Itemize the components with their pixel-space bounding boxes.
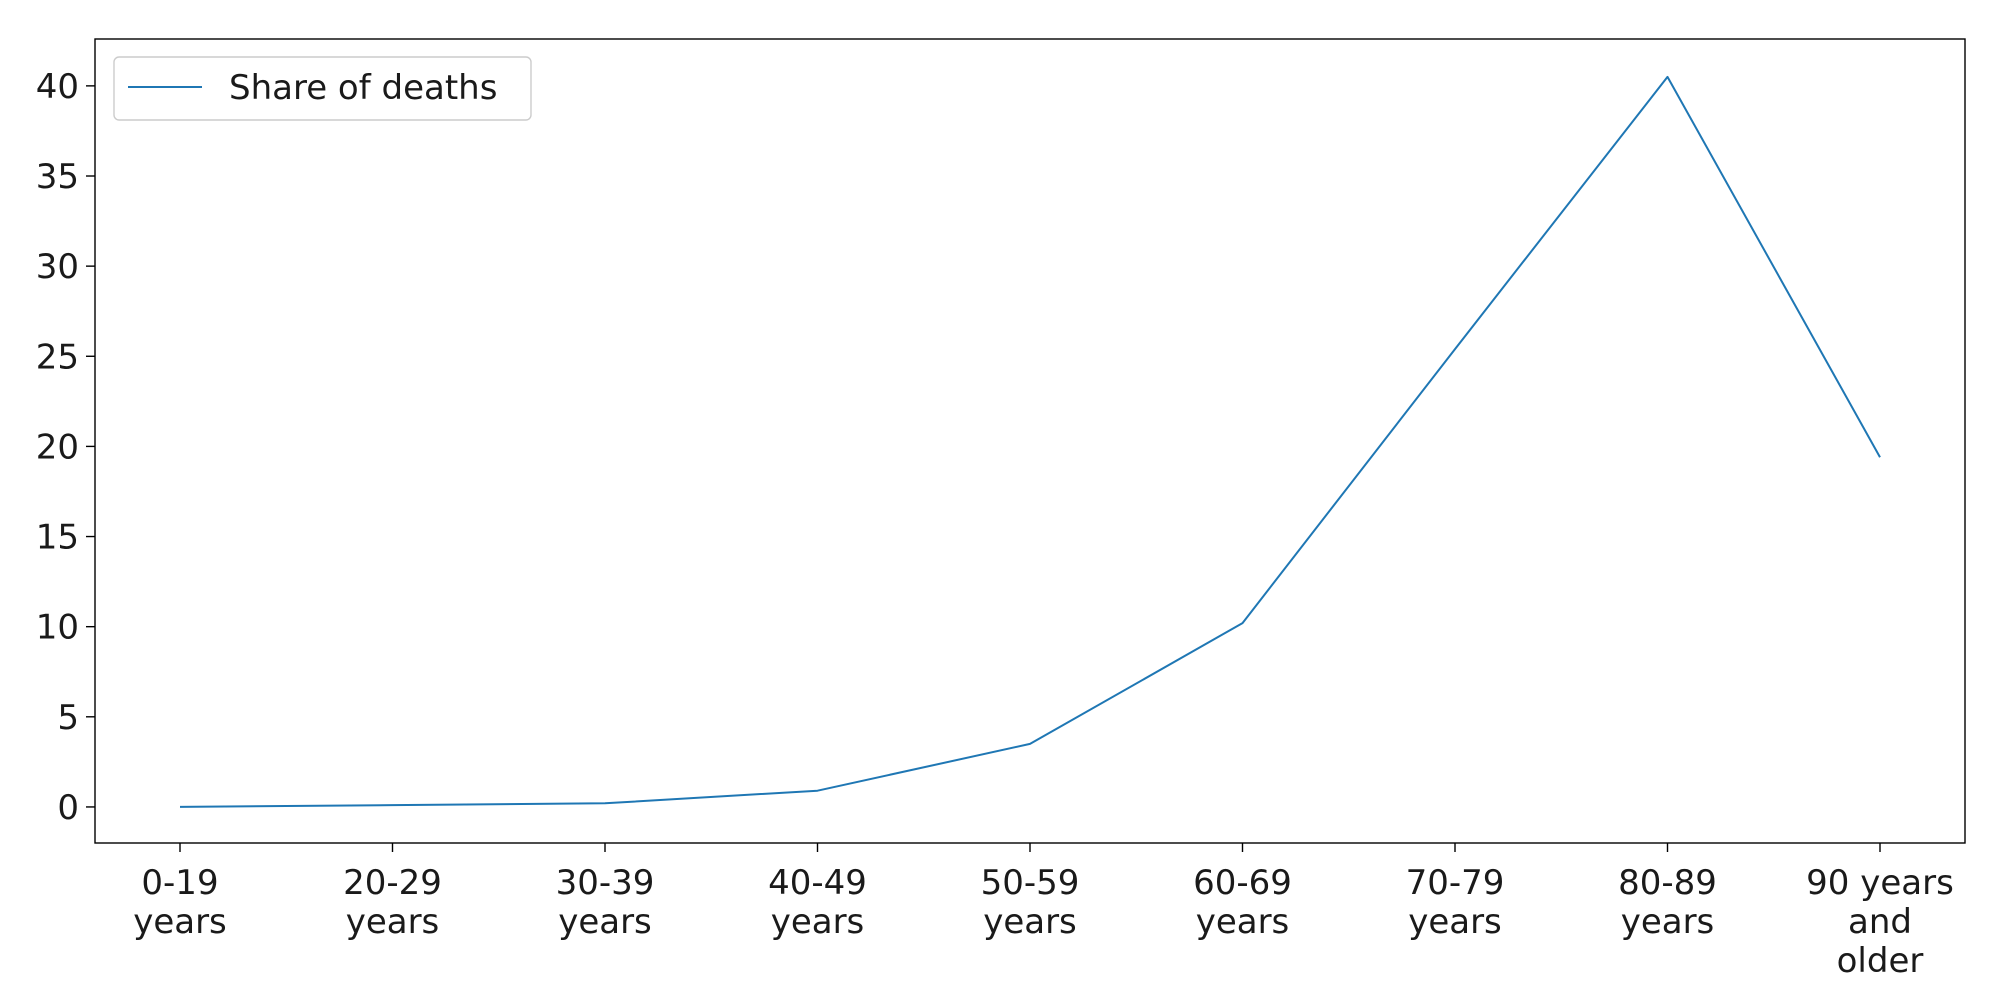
y-tick-label: 30 <box>36 247 79 287</box>
legend: Share of deaths <box>113 56 532 121</box>
x-tick-label-line: years <box>1408 902 1502 942</box>
x-tick-label-line: years <box>1196 902 1290 942</box>
x-tick-label-line: and <box>1848 902 1912 942</box>
series-line-share-of-deaths <box>179 75 1881 808</box>
y-tick-label: 20 <box>36 427 79 467</box>
x-tick-label-line: 20-29 <box>343 863 442 903</box>
x-tick-label-line: 0-19 <box>141 863 218 903</box>
x-tick-label: 90 years and older <box>1806 863 1954 981</box>
y-tick-label: 35 <box>36 157 79 197</box>
x-tick-label: 20-29 years <box>343 863 442 942</box>
y-tick-label: 10 <box>36 608 79 648</box>
y-axis: 0 5 10 15 20 25 30 35 40 <box>36 67 95 828</box>
x-tick-label-line: 50-59 <box>981 863 1080 903</box>
x-tick-label: 40-49 years <box>768 863 867 942</box>
x-tick-label-line: 80-89 <box>1618 863 1717 903</box>
x-tick-label-line: 60-69 <box>1193 863 1292 903</box>
x-tick-label-line: years <box>558 902 652 942</box>
x-tick-label: 30-39 years <box>556 863 655 942</box>
y-tick-label: 5 <box>57 698 79 738</box>
x-tick-label: 0-19 years <box>133 863 227 942</box>
y-tick-label: 40 <box>36 67 79 107</box>
x-tick-label-line: 40-49 <box>768 863 867 903</box>
x-tick-label: 80-89 years <box>1618 863 1717 942</box>
x-tick-label: 50-59 years <box>981 863 1080 942</box>
x-tick-label-line: years <box>346 902 440 942</box>
x-tick-label-line: years <box>983 902 1077 942</box>
x-tick-label-line: years <box>1621 902 1715 942</box>
x-tick-label-line: older <box>1837 941 1924 981</box>
x-tick-label: 70-79 years <box>1406 863 1505 942</box>
y-tick-label: 0 <box>57 788 79 828</box>
y-tick-label: 15 <box>36 518 79 558</box>
y-tick-label: 25 <box>36 337 79 377</box>
legend-label: Share of deaths <box>229 68 497 108</box>
x-tick-label-line: years <box>133 902 227 942</box>
x-tick-label-line: 30-39 <box>556 863 655 903</box>
series-layer <box>179 75 1881 808</box>
x-tick-label-line: 70-79 <box>1406 863 1505 903</box>
legend-box <box>113 56 532 121</box>
plot-frame <box>94 38 1966 844</box>
x-tick-label-line: 90 years <box>1806 863 1954 903</box>
x-tick-label-line: years <box>771 902 865 942</box>
x-tick-label: 60-69 years <box>1193 863 1292 942</box>
